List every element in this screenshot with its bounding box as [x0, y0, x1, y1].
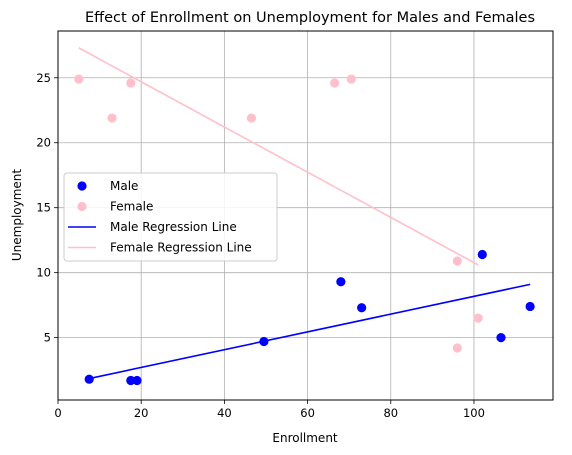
y-axis-label: Unemployment	[10, 169, 24, 262]
x-tick-label: 80	[383, 406, 398, 420]
male-point	[357, 303, 366, 312]
legend-label-male-regression-line: Male Regression Line	[110, 220, 237, 234]
male-point	[132, 376, 141, 385]
y-axis: 5 10 15 20 25	[36, 71, 58, 345]
female-point	[126, 78, 135, 87]
x-tick-label: 0	[54, 406, 61, 420]
female-point	[453, 343, 462, 352]
x-axis-label: Enrollment	[272, 431, 338, 445]
legend-swatch-female	[77, 202, 86, 211]
female-point	[107, 113, 116, 122]
y-tick-label: 20	[36, 136, 51, 150]
male-point	[496, 333, 505, 342]
y-tick-label: 5	[44, 331, 51, 345]
legend-label-female-regression-line: Female Regression Line	[110, 241, 252, 255]
female-point	[347, 74, 356, 83]
y-tick-label: 25	[36, 71, 51, 85]
y-tick-label: 15	[36, 201, 51, 215]
male-point	[526, 302, 535, 311]
chart-title: Effect of Enrollment on Unemployment for…	[85, 10, 535, 26]
male-regression-line	[89, 284, 530, 378]
legend-label-female: Female	[110, 200, 153, 214]
x-tick-label: 100	[463, 406, 485, 420]
female-point	[474, 314, 483, 323]
x-tick-label: 40	[217, 406, 232, 420]
male-point	[85, 375, 94, 384]
female-point	[453, 256, 462, 265]
female-point	[247, 113, 256, 122]
female-point	[74, 74, 83, 83]
legend-swatch-male	[77, 181, 86, 190]
x-axis: 0 20 40 60 80 100	[54, 400, 485, 420]
male-point	[259, 337, 268, 346]
x-tick-label: 20	[134, 406, 149, 420]
legend: Male Female Male Regression Line Female Reg…	[64, 173, 277, 261]
male-point	[336, 277, 345, 286]
male-point	[478, 250, 487, 259]
x-tick-label: 60	[300, 406, 315, 420]
female-point	[330, 78, 339, 87]
legend-label-male: Male	[110, 179, 138, 193]
y-tick-label: 10	[36, 266, 51, 280]
